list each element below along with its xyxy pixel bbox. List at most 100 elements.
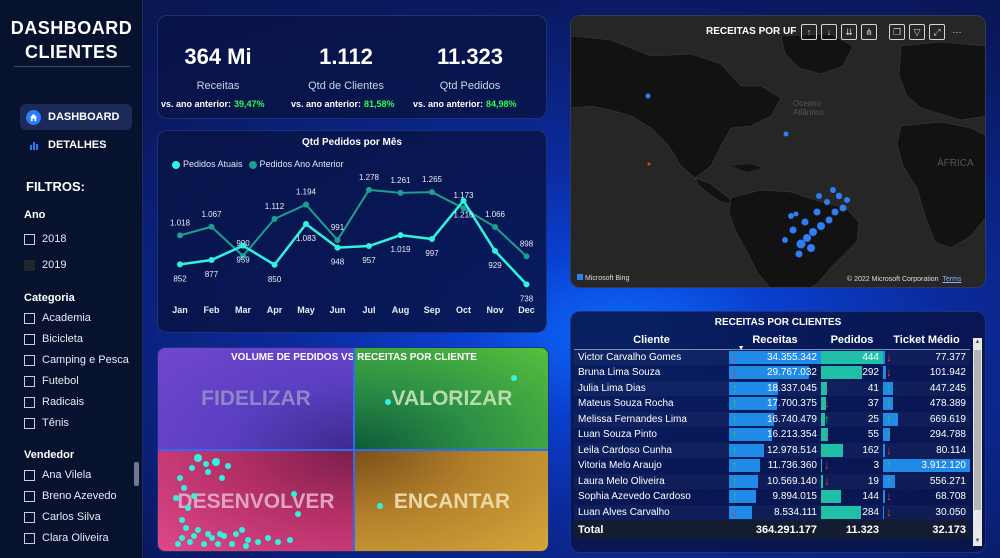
scatter-point[interactable]: [187, 539, 193, 545]
scatter-point[interactable]: [173, 495, 179, 501]
table-row[interactable]: Vitoria Melo Araujo ↑ 11.736.360 ↓ 3 ↑ 3.912.1…: [574, 458, 970, 474]
filter-icon[interactable]: ▽: [909, 24, 925, 40]
series-line[interactable]: [179, 198, 528, 286]
table-row[interactable]: Mateus Souza Rocha ↑ 17.700.375 ↓ 37 ↑ 478.389: [574, 396, 970, 412]
line-chart[interactable]: 1.0181.0679001.1121.1949911.2781.2611.26…: [158, 131, 546, 332]
scatter-point[interactable]: [377, 503, 383, 509]
data-point[interactable]: [460, 205, 467, 212]
scatter-point[interactable]: [219, 475, 225, 481]
scatter-plot[interactable]: [158, 348, 549, 552]
data-point[interactable]: [460, 197, 467, 204]
scatter-point[interactable]: [183, 525, 189, 531]
data-point[interactable]: [334, 244, 341, 251]
vendedor-scrollbar[interactable]: [134, 462, 139, 486]
filter-vendedor-breno[interactable]: Breno Azevedo: [24, 490, 117, 502]
scatter-point[interactable]: [179, 535, 185, 541]
hierarchy-icon[interactable]: ⋔: [861, 24, 877, 40]
data-point[interactable]: [271, 261, 278, 268]
copy-icon[interactable]: ❐: [889, 24, 905, 40]
nav-dashboard[interactable]: DASHBOARD: [20, 104, 132, 130]
scatter-point[interactable]: [205, 469, 211, 475]
scatter-point[interactable]: [175, 541, 181, 547]
filter-ano-2019[interactable]: 2019: [24, 259, 66, 271]
table-row[interactable]: Luan Alves Carvalho ↓ 8.534.111 ↑ 284 ↓ 30.050: [574, 505, 970, 521]
data-point[interactable]: [303, 201, 309, 208]
data-point[interactable]: [523, 281, 530, 288]
table-row[interactable]: Laura Melo Oliveira ↑ 10.569.140 ↓ 19 ↑ 556.27…: [574, 474, 970, 490]
scatter-point[interactable]: [287, 537, 293, 543]
scatter-point[interactable]: [201, 541, 207, 547]
table-row[interactable]: Melissa Fernandes Lima ↑ 16.740.479 ↑ 25 ↑ 669…: [574, 412, 970, 428]
scatter-point[interactable]: [189, 465, 195, 471]
filter-categoria-tenis[interactable]: Tênis: [24, 417, 69, 429]
data-point[interactable]: [397, 189, 404, 196]
data-point[interactable]: [303, 220, 309, 227]
data-point[interactable]: [334, 237, 341, 244]
scatter-point[interactable]: [385, 399, 391, 405]
data-point[interactable]: [177, 232, 183, 239]
filter-categoria-camping[interactable]: Camping e Pesca: [24, 354, 129, 366]
nav-detalhes[interactable]: DETALHES: [20, 132, 132, 158]
data-point[interactable]: [366, 243, 372, 250]
scatter-point[interactable]: [209, 535, 215, 541]
scatter-point[interactable]: [229, 541, 235, 547]
scroll-up-icon[interactable]: ▲: [974, 339, 981, 345]
table-scrollbar[interactable]: ▲ ▼: [973, 338, 982, 546]
checkbox[interactable]: [24, 312, 35, 324]
filter-ano-2018[interactable]: 2018: [24, 233, 66, 245]
table-row[interactable]: Victor Carvalho Gomes ↓ 34.355.342 ↑ 444 ↓ 77.…: [574, 350, 970, 366]
data-point[interactable]: [177, 261, 183, 268]
scatter-point[interactable]: [191, 533, 197, 539]
data-point[interactable]: [208, 223, 215, 230]
arrow-up-icon[interactable]: ↑: [801, 24, 817, 40]
data-point[interactable]: [208, 257, 215, 264]
scatter-point[interactable]: [265, 535, 271, 541]
expand-icon[interactable]: ⤢: [929, 24, 945, 40]
scatter-point[interactable]: [181, 485, 187, 491]
scatter-point[interactable]: [291, 491, 297, 497]
checkbox[interactable]: [24, 233, 35, 245]
scatter-point[interactable]: [233, 531, 239, 537]
col-pedidos[interactable]: Pedidos: [821, 331, 883, 350]
scatter-point[interactable]: [255, 539, 261, 545]
data-point[interactable]: [397, 232, 404, 239]
scatter-point[interactable]: [511, 375, 517, 381]
data-point[interactable]: [240, 253, 246, 259]
table-row[interactable]: Bruna Lima Souza ↓ 29.767.032 ↑ 292 ↓ 101.942: [574, 365, 970, 381]
checkbox[interactable]: [24, 532, 35, 544]
checkbox[interactable]: [24, 511, 35, 523]
filter-vendedor-clara[interactable]: Clara Oliveira: [24, 532, 109, 544]
checkbox[interactable]: [24, 354, 35, 366]
checkbox[interactable]: [24, 375, 35, 387]
filter-categoria-academia[interactable]: Academia: [24, 312, 91, 324]
scatter-point[interactable]: [205, 531, 211, 537]
double-arrow-down-icon[interactable]: ⇊: [841, 24, 857, 40]
checkbox[interactable]: [24, 490, 35, 502]
checkbox[interactable]: [24, 396, 35, 408]
scatter-point[interactable]: [195, 527, 201, 533]
data-point[interactable]: [523, 253, 530, 260]
data-point[interactable]: [366, 186, 372, 193]
legend-item[interactable]: Pedidos Ano Anterior: [248, 159, 344, 169]
scatter-point[interactable]: [185, 505, 191, 511]
col-receitas[interactable]: Receitas ▼: [729, 331, 821, 352]
data-point[interactable]: [271, 215, 278, 222]
scatter-point[interactable]: [177, 475, 183, 481]
scroll-thumb[interactable]: [974, 350, 981, 510]
table-row[interactable]: Luan Souza Pinto ↑ 16.213.354 ↓ 55 ↑ 294.788: [574, 427, 970, 443]
scatter-point[interactable]: [215, 541, 221, 547]
terms-link[interactable]: Terms: [942, 276, 962, 283]
filter-vendedor-ana[interactable]: Ana Vilela: [24, 469, 91, 481]
scroll-down-icon[interactable]: ▼: [974, 538, 981, 544]
filter-categoria-radicais[interactable]: Radicais: [24, 396, 84, 408]
arrow-down-icon[interactable]: ↓: [821, 24, 837, 40]
data-point[interactable]: [492, 247, 498, 254]
col-ticket[interactable]: Ticket Médio: [883, 331, 970, 350]
scatter-point[interactable]: [191, 493, 197, 499]
data-point[interactable]: [240, 242, 246, 249]
scatter-point[interactable]: [225, 463, 231, 469]
table-row[interactable]: Leila Cardoso Cunha ↑ 12.978.514 ↑ 162 ↓ 80.11…: [574, 443, 970, 459]
data-point[interactable]: [429, 236, 435, 243]
scatter-point[interactable]: [245, 537, 251, 543]
data-point[interactable]: [429, 189, 435, 196]
